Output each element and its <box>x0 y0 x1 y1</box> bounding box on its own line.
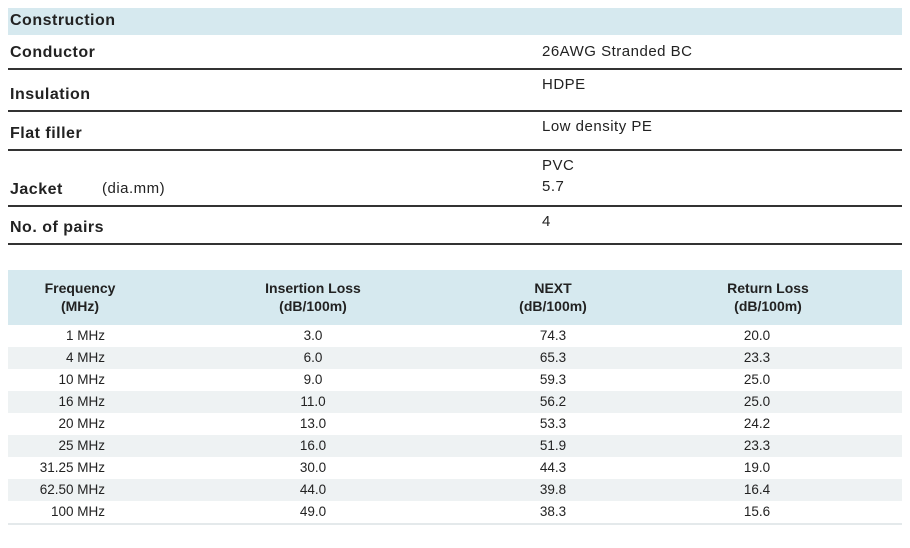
section-header <box>8 8 902 35</box>
cell: 51.9 <box>539 438 567 453</box>
cell: 39.8 <box>539 482 567 497</box>
cell: 53.3 <box>539 416 567 431</box>
header-line: (MHz) <box>60 298 100 314</box>
cell: 23.3 <box>743 438 771 453</box>
cell: 25.0 <box>743 394 771 409</box>
header-line: Frequency <box>44 280 116 296</box>
header-line: (dB/100m) <box>279 298 347 314</box>
row-rule <box>8 110 902 112</box>
column-header: Frequency (MHz) <box>0 279 170 315</box>
header-line: Return Loss <box>727 280 809 296</box>
row-rule <box>8 205 902 207</box>
row-label: No. of pairs <box>10 219 105 236</box>
row-value: PVC <box>542 157 575 174</box>
cell: 16.0 <box>299 438 327 453</box>
column-header: Insertion Loss (dB/100m) <box>223 279 403 315</box>
cell: 25 MHz <box>58 438 105 453</box>
cell: 100 MHz <box>50 504 105 519</box>
header-line: NEXT <box>534 280 572 296</box>
row-unit: (dia.mm) <box>102 180 166 197</box>
row-band <box>8 435 902 457</box>
cell: 6.0 <box>303 350 323 365</box>
cell: 13.0 <box>299 416 327 431</box>
column-header: NEXT (dB/100m) <box>463 279 643 315</box>
cell: 65.3 <box>539 350 567 365</box>
cell: 20 MHz <box>58 416 105 431</box>
cell: 30.0 <box>299 460 327 475</box>
row-value: 4 <box>542 213 551 230</box>
cell: 16 MHz <box>58 394 105 409</box>
cell: 4 MHz <box>65 350 105 365</box>
cell: 1 MHz <box>65 328 105 343</box>
cell: 19.0 <box>743 460 771 475</box>
column-header: Return Loss (dB/100m) <box>678 279 858 315</box>
row-value: HDPE <box>542 76 586 93</box>
cell: 15.6 <box>743 504 771 519</box>
row-value: 26AWG Stranded BC <box>542 43 693 60</box>
cell: 10 MHz <box>58 372 105 387</box>
section-title: Construction <box>10 12 116 29</box>
cell: 31.25 MHz <box>39 460 105 475</box>
row-band <box>8 347 902 369</box>
row-band <box>8 391 902 413</box>
cell: 23.3 <box>743 350 771 365</box>
header-line: Insertion Loss <box>265 280 361 296</box>
row-rule <box>8 243 902 245</box>
table-header <box>8 270 902 325</box>
cell: 20.0 <box>743 328 771 343</box>
row-label: Flat filler <box>10 125 83 142</box>
row-value: 5.7 <box>542 178 565 195</box>
cell: 44.0 <box>299 482 327 497</box>
cell: 11.0 <box>300 394 326 409</box>
row-rule <box>8 149 902 151</box>
row-rule <box>8 68 902 70</box>
cell: 62.50 MHz <box>39 482 105 497</box>
cell: 38.3 <box>539 504 567 519</box>
cell: 24.2 <box>743 416 771 431</box>
table-rule <box>8 523 902 525</box>
cell: 3.0 <box>303 328 323 343</box>
row-label: Jacket <box>10 181 63 198</box>
cell: 16.4 <box>743 482 771 497</box>
cell: 59.3 <box>539 372 567 387</box>
row-label: Insulation <box>10 86 91 103</box>
header-line: (dB/100m) <box>734 298 802 314</box>
cell: 9.0 <box>303 372 323 387</box>
row-band <box>8 479 902 501</box>
cell: 44.3 <box>539 460 567 475</box>
cell: 25.0 <box>743 372 771 387</box>
cell: 49.0 <box>299 504 327 519</box>
cell: 56.2 <box>539 394 567 409</box>
row-label: Conductor <box>10 44 96 61</box>
row-value: Low density PE <box>542 118 653 135</box>
cell: 74.3 <box>539 328 567 343</box>
header-line: (dB/100m) <box>519 298 587 314</box>
